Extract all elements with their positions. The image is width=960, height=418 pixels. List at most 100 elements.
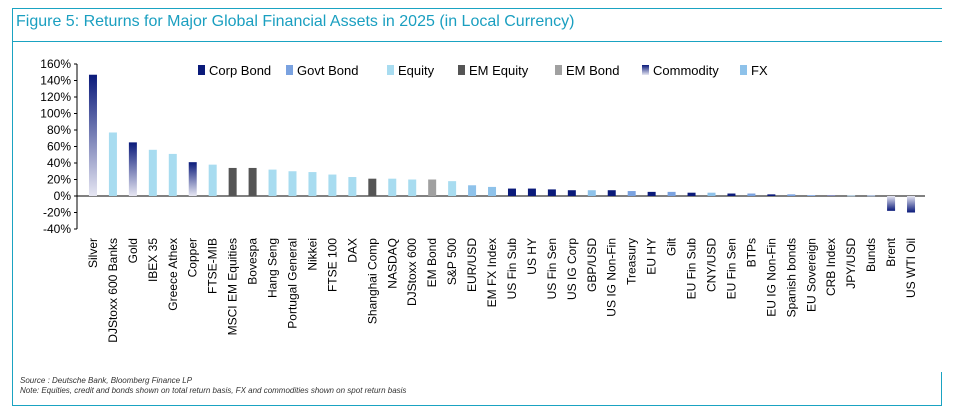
bar bbox=[607, 190, 616, 196]
title-divider bbox=[12, 41, 942, 42]
bar bbox=[647, 191, 656, 196]
legend-label: Govt Bond bbox=[297, 63, 358, 78]
bar bbox=[727, 193, 736, 196]
legend-swatch bbox=[458, 65, 465, 75]
x-tick-label: US Fin Sen bbox=[545, 238, 559, 299]
legend-label: Equity bbox=[398, 63, 435, 78]
y-tick-label: 120% bbox=[40, 90, 71, 104]
y-tick-label: 160% bbox=[40, 57, 71, 71]
y-tick-label: 140% bbox=[40, 74, 71, 88]
x-tick-label: GBP/USD bbox=[585, 238, 599, 292]
x-tick-label: DJStoxx 600 bbox=[405, 238, 419, 306]
bar bbox=[388, 178, 397, 196]
bar bbox=[308, 172, 317, 196]
legend-label: Commodity bbox=[653, 63, 719, 78]
bar bbox=[288, 171, 297, 196]
figure-title: Figure 5: Returns for Major Global Finan… bbox=[16, 13, 575, 30]
x-tick-label: EM FX Index bbox=[485, 238, 499, 307]
x-tick-label: BTPs bbox=[744, 238, 758, 267]
bar bbox=[747, 193, 756, 196]
bar bbox=[268, 169, 277, 196]
x-tick-label: Bovespa bbox=[246, 238, 260, 285]
x-tick-label: S&P 500 bbox=[445, 238, 459, 285]
bar bbox=[627, 191, 636, 196]
x-tick-label: Greece Athex bbox=[166, 238, 180, 311]
x-tick-label: EU Fin Sen bbox=[724, 238, 738, 299]
bar bbox=[408, 179, 417, 196]
frame-right-border bbox=[941, 372, 942, 406]
x-tick-label: Gold bbox=[126, 238, 140, 263]
x-tick-label: NASDAQ bbox=[385, 238, 399, 289]
bar bbox=[587, 190, 596, 196]
x-tick-label: EU HY bbox=[645, 238, 659, 275]
bar bbox=[428, 179, 437, 196]
bar bbox=[108, 132, 117, 196]
x-tick-label: US IG Corp bbox=[565, 238, 579, 300]
source-note: Source : Deutsche Bank, Bloomberg Financ… bbox=[20, 376, 193, 385]
x-tick-label: Spanish bonds bbox=[784, 238, 798, 317]
x-tick-label: Silver bbox=[86, 238, 100, 268]
bar bbox=[488, 186, 497, 196]
y-tick-label: 60% bbox=[47, 140, 71, 154]
x-tick-label: US WTI Oil bbox=[904, 238, 918, 298]
x-tick-label: DAX bbox=[345, 238, 359, 263]
x-tick-label: IBEX 35 bbox=[146, 238, 160, 282]
bar bbox=[88, 74, 97, 196]
bar-series bbox=[88, 74, 916, 213]
x-tick-label: EU Sovereign bbox=[804, 238, 818, 312]
bar bbox=[468, 185, 477, 196]
x-tick-label: Hang Seng bbox=[266, 238, 280, 298]
x-tick-label: EUR/USD bbox=[465, 238, 479, 292]
legend-swatch bbox=[198, 65, 205, 75]
bar bbox=[208, 164, 217, 196]
bar bbox=[128, 142, 137, 196]
legend-label: FX bbox=[751, 63, 768, 78]
bar bbox=[907, 196, 916, 213]
bar bbox=[348, 177, 357, 196]
legend-swatch bbox=[740, 65, 747, 75]
x-axis-labels: Silver DJStoxx 600 Banks Gold IBEX 35 Greece… bbox=[86, 237, 918, 342]
frame-bottom-border bbox=[12, 405, 942, 406]
x-tick-label: Portugal General bbox=[286, 238, 300, 329]
y-tick-label: -20% bbox=[43, 206, 71, 220]
bar bbox=[228, 167, 237, 196]
x-tick-label: MSCI EM Equities bbox=[226, 238, 240, 335]
y-tick-label: 100% bbox=[40, 107, 71, 121]
x-tick-label: DJStoxx 600 Banks bbox=[106, 238, 120, 343]
chart-legend: Corp Bond Govt Bond Equity EM Equity EM Bond… bbox=[198, 63, 768, 78]
bar bbox=[707, 192, 716, 196]
x-tick-label: Brent bbox=[884, 237, 898, 266]
y-tick-label: 40% bbox=[47, 156, 71, 170]
frame-left-border bbox=[12, 8, 13, 406]
x-tick-label: Gilt bbox=[665, 237, 679, 256]
frame-top-border bbox=[12, 8, 942, 9]
legend-swatch bbox=[555, 65, 562, 75]
y-tick-label: 20% bbox=[47, 173, 71, 187]
x-tick-label: EM Bond bbox=[425, 238, 439, 287]
x-tick-label: US IG Non-Fin bbox=[605, 238, 619, 317]
legend-label: Corp Bond bbox=[209, 63, 271, 78]
x-tick-label: CRB Index bbox=[824, 238, 838, 296]
bar bbox=[368, 178, 377, 196]
bar bbox=[527, 188, 536, 196]
x-tick-label: Shanghai Comp bbox=[365, 238, 379, 324]
bar bbox=[807, 195, 816, 196]
x-tick-label: FTSE-MIB bbox=[206, 238, 220, 294]
y-tick-label: 0% bbox=[54, 189, 72, 203]
bar bbox=[547, 189, 556, 196]
bar bbox=[827, 195, 836, 196]
x-tick-label: Nikkei bbox=[305, 238, 319, 271]
x-tick-label: CNY/USD bbox=[705, 238, 719, 292]
x-tick-label: EU IG Non-Fin bbox=[764, 238, 778, 317]
bar bbox=[248, 167, 257, 196]
bar bbox=[867, 195, 876, 197]
bar bbox=[168, 153, 177, 196]
bar bbox=[448, 181, 457, 196]
bar bbox=[787, 194, 796, 196]
bar bbox=[667, 191, 676, 196]
legend-label: EM Equity bbox=[469, 63, 529, 78]
footnote: Note: Equities, credit and bonds shown o… bbox=[20, 386, 407, 395]
x-tick-label: EU Fin Sub bbox=[685, 238, 699, 300]
x-tick-label: JPY/USD bbox=[844, 238, 858, 289]
bar bbox=[767, 194, 776, 196]
